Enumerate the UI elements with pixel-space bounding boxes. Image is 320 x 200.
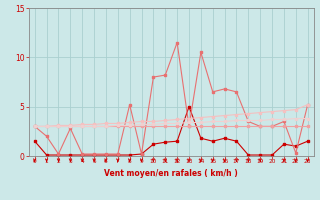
X-axis label: Vent moyen/en rafales ( km/h ): Vent moyen/en rafales ( km/h )	[104, 169, 238, 178]
